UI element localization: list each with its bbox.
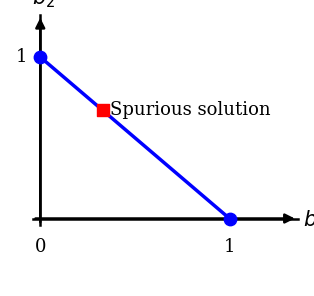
Point <box>100 108 105 113</box>
Point <box>38 55 43 59</box>
Text: $b_1$: $b_1$ <box>303 208 314 232</box>
Text: $b_2$: $b_2$ <box>32 0 56 10</box>
Text: 0: 0 <box>35 238 46 256</box>
Point <box>227 216 232 221</box>
Text: 1: 1 <box>15 48 27 66</box>
Text: 1: 1 <box>224 238 235 256</box>
Text: Spurious solution: Spurious solution <box>110 101 271 119</box>
